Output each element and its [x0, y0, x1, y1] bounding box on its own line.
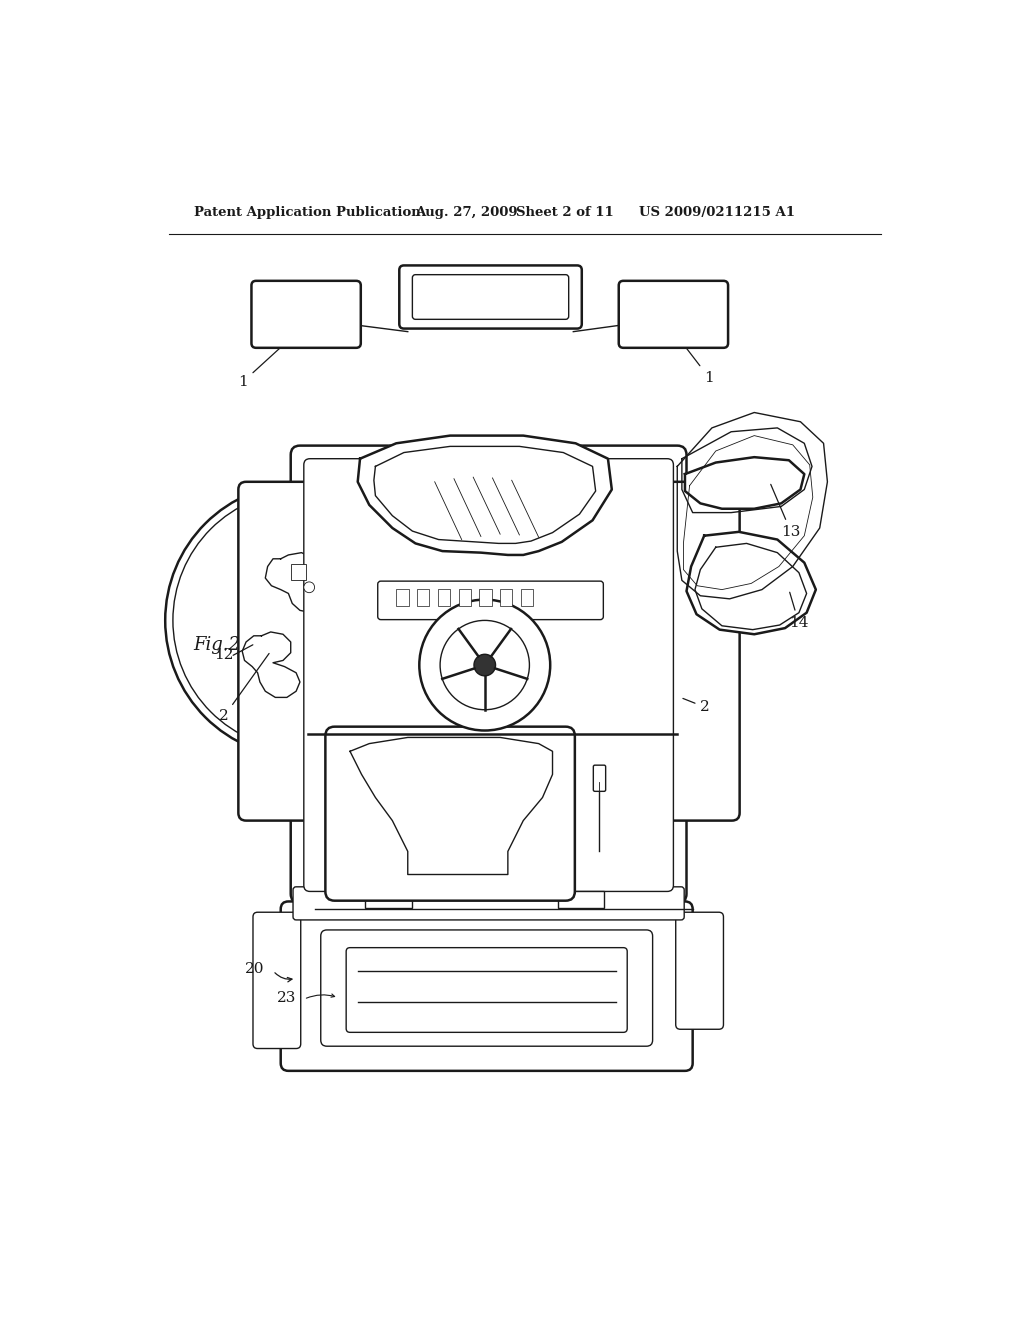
Text: Sheet 2 of 11: Sheet 2 of 11	[515, 206, 613, 219]
Bar	[417, 589, 429, 606]
FancyBboxPatch shape	[399, 265, 582, 329]
Polygon shape	[682, 428, 812, 512]
Polygon shape	[686, 532, 816, 635]
Polygon shape	[265, 553, 333, 612]
Bar	[500, 589, 512, 606]
Text: 14: 14	[788, 593, 808, 630]
Bar	[521, 589, 534, 606]
Text: 28: 28	[368, 878, 387, 891]
FancyBboxPatch shape	[593, 766, 605, 792]
Text: US 2009/0211215 A1: US 2009/0211215 A1	[639, 206, 795, 219]
Text: Patent Application Publication: Patent Application Publication	[194, 206, 421, 219]
Text: 2: 2	[683, 698, 710, 714]
Text: 29: 29	[639, 878, 658, 891]
FancyBboxPatch shape	[293, 887, 684, 920]
Polygon shape	[685, 457, 804, 508]
Circle shape	[440, 620, 529, 710]
Text: 9: 9	[309, 888, 318, 903]
FancyBboxPatch shape	[676, 912, 724, 1030]
FancyBboxPatch shape	[253, 912, 301, 1048]
FancyBboxPatch shape	[291, 446, 686, 903]
Circle shape	[419, 599, 550, 730]
Polygon shape	[677, 412, 827, 599]
Bar	[366, 891, 412, 908]
Bar	[558, 891, 604, 908]
Text: Aug. 27, 2009: Aug. 27, 2009	[416, 206, 518, 219]
Text: 6: 6	[370, 733, 379, 747]
FancyBboxPatch shape	[281, 902, 692, 1071]
Bar	[459, 589, 471, 606]
Polygon shape	[350, 738, 553, 874]
Text: 1: 1	[239, 329, 302, 388]
FancyBboxPatch shape	[321, 929, 652, 1047]
Polygon shape	[357, 436, 611, 554]
Text: Fig.2: Fig.2	[194, 636, 241, 653]
FancyBboxPatch shape	[239, 482, 311, 821]
Text: 12: 12	[214, 648, 233, 661]
FancyBboxPatch shape	[667, 482, 739, 821]
Circle shape	[304, 582, 314, 593]
Circle shape	[474, 655, 496, 676]
Text: 2: 2	[219, 653, 269, 723]
Circle shape	[173, 491, 432, 750]
Bar	[479, 589, 492, 606]
FancyBboxPatch shape	[378, 581, 603, 619]
Bar	[291, 564, 306, 579]
FancyBboxPatch shape	[304, 459, 674, 891]
Text: 20: 20	[245, 962, 264, 975]
Bar	[396, 589, 409, 606]
Circle shape	[165, 483, 439, 758]
FancyBboxPatch shape	[326, 726, 574, 900]
FancyBboxPatch shape	[346, 948, 628, 1032]
Text: 28: 28	[559, 870, 579, 883]
FancyBboxPatch shape	[252, 281, 360, 348]
Bar	[438, 589, 451, 606]
Text: 1: 1	[672, 329, 714, 384]
Text: 23: 23	[276, 990, 296, 1005]
Text: 13: 13	[771, 484, 801, 539]
Polygon shape	[243, 632, 300, 697]
FancyBboxPatch shape	[413, 275, 568, 319]
FancyBboxPatch shape	[618, 281, 728, 348]
